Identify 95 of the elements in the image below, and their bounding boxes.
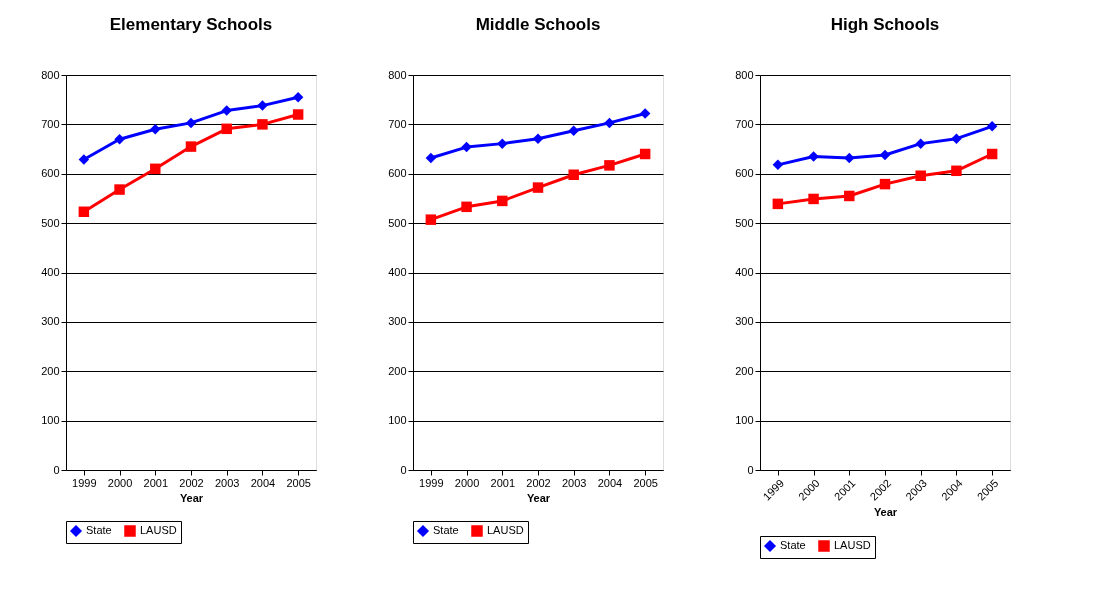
y-tick-label: 400 xyxy=(388,266,407,278)
point xyxy=(915,138,926,149)
point xyxy=(257,119,268,130)
y-tick-label: 100 xyxy=(388,414,407,427)
point xyxy=(951,165,962,177)
point xyxy=(639,108,651,119)
x-tick-label: 2005 xyxy=(633,476,658,489)
y-tick-label: 600 xyxy=(41,167,60,180)
point xyxy=(808,151,819,162)
point xyxy=(532,133,544,144)
x-axis-title: Year xyxy=(873,505,898,518)
y-tick-label: 500 xyxy=(41,216,60,229)
point xyxy=(425,214,437,225)
point xyxy=(808,193,819,205)
point xyxy=(114,133,125,145)
legend-label: State xyxy=(433,524,459,536)
point xyxy=(185,117,197,129)
y-tick-label: 300 xyxy=(735,315,754,328)
point xyxy=(951,133,962,144)
chart-title: Elementary Schools xyxy=(109,15,273,34)
chart-title: High Schools xyxy=(830,15,940,34)
y-tick-label: 600 xyxy=(388,167,407,180)
y-tick-label: 200 xyxy=(41,364,60,377)
x-tick-label: 1999 xyxy=(419,476,444,489)
x-tick-label: 2003 xyxy=(561,476,587,489)
point xyxy=(150,124,161,135)
point xyxy=(461,201,472,213)
point xyxy=(78,206,90,218)
y-tick-label: 500 xyxy=(735,216,754,229)
y-tick-label: 0 xyxy=(400,463,407,476)
y-tick-label: 700 xyxy=(388,117,407,130)
legend-label: LAUSD xyxy=(834,539,871,551)
point xyxy=(986,121,998,132)
point xyxy=(150,163,161,175)
y-tick-label: 700 xyxy=(735,117,754,130)
y-tick-label: 600 xyxy=(735,167,754,180)
x-tick-label: 2003 xyxy=(214,476,240,489)
y-tick-label: 100 xyxy=(735,414,754,427)
point xyxy=(461,141,472,153)
point xyxy=(604,117,615,129)
point xyxy=(772,198,784,210)
x-tick-label: 2004 xyxy=(250,476,276,489)
y-tick-label: 700 xyxy=(41,117,60,130)
x-tick-label: 1999 xyxy=(72,476,97,489)
x-tick-label: 2002 xyxy=(179,476,204,489)
point xyxy=(185,141,197,152)
x-tick-label: 2000 xyxy=(454,476,480,489)
point xyxy=(78,154,90,165)
point xyxy=(568,169,579,180)
legend-label: LAUSD xyxy=(487,524,524,536)
y-tick-label: 100 xyxy=(41,414,60,427)
point xyxy=(292,109,304,120)
y-tick-label: 800 xyxy=(388,68,407,81)
x-tick-label: 2001 xyxy=(143,476,169,489)
point xyxy=(221,105,232,116)
legend-label: State xyxy=(86,524,112,536)
point xyxy=(639,148,651,160)
point xyxy=(844,190,855,202)
y-tick-label: 300 xyxy=(388,315,407,328)
y-tick-label: 800 xyxy=(41,68,60,81)
point xyxy=(497,195,508,207)
x-tick-label: 2000 xyxy=(107,476,133,489)
point xyxy=(532,182,544,193)
x-tick-label: 2005 xyxy=(286,476,311,489)
x-tick-label: 2001 xyxy=(490,476,516,489)
point xyxy=(844,152,855,164)
point xyxy=(986,148,998,160)
point xyxy=(425,152,437,164)
x-tick-label: 2002 xyxy=(526,476,551,489)
point xyxy=(879,149,891,161)
point xyxy=(221,123,232,135)
point xyxy=(257,100,268,111)
point xyxy=(292,91,304,103)
point xyxy=(114,184,125,195)
y-tick-label: 400 xyxy=(41,266,60,278)
point xyxy=(772,159,784,171)
point xyxy=(568,125,579,137)
point xyxy=(915,170,926,181)
legend-label: State xyxy=(780,539,806,551)
y-tick-label: 300 xyxy=(41,315,60,328)
chart-title: Middle Schools xyxy=(475,15,601,34)
y-tick-label: 400 xyxy=(735,266,754,278)
point xyxy=(879,178,891,190)
x-axis-title: Year xyxy=(526,491,551,504)
point xyxy=(497,138,508,149)
y-tick-label: 800 xyxy=(735,68,754,81)
y-tick-label: 200 xyxy=(388,364,407,377)
y-tick-label: 500 xyxy=(388,216,407,229)
y-tick-label: 0 xyxy=(747,463,754,476)
x-tick-label: 2004 xyxy=(597,476,623,489)
point xyxy=(604,160,615,171)
legend-label: LAUSD xyxy=(140,524,177,536)
y-tick-label: 200 xyxy=(735,364,754,377)
x-axis-title: Year xyxy=(179,491,204,504)
y-tick-label: 0 xyxy=(53,463,60,476)
